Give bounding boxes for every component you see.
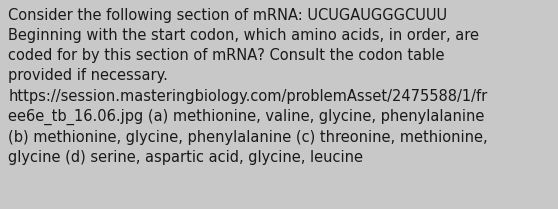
Text: Consider the following section of mRNA: UCUGAUGGGCUUU
Beginning with the start c: Consider the following section of mRNA: … — [8, 8, 488, 165]
